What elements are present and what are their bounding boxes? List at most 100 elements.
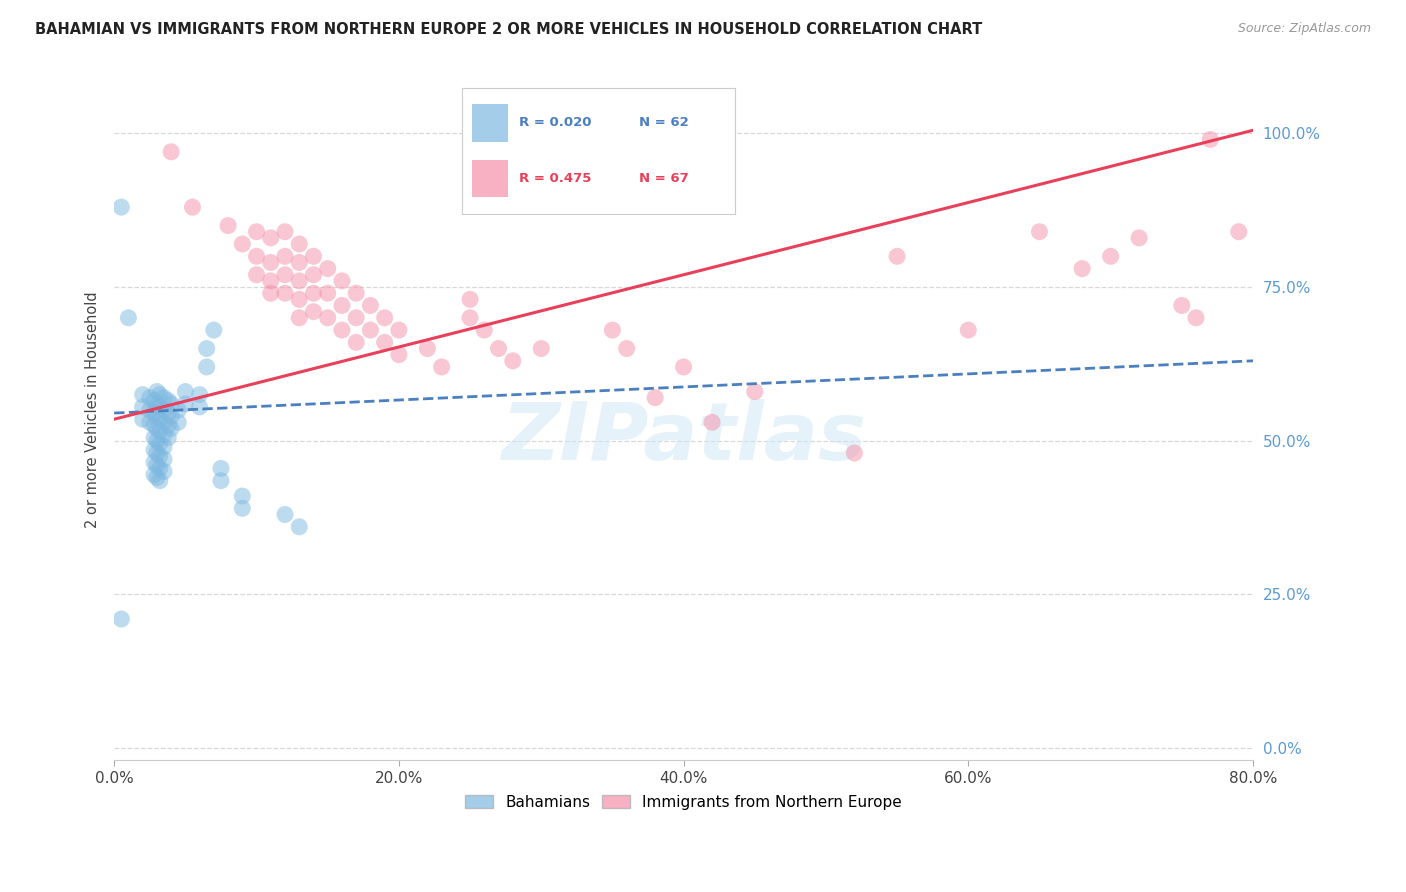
Point [245,249,267,263]
Point [143,406,166,420]
Y-axis label: 2 or more Vehicles in Household: 2 or more Vehicles in Household [86,292,100,528]
Point [274,249,297,263]
Point [274,225,297,239]
Point [288,274,311,288]
Point [302,249,325,263]
Point [153,415,176,429]
Point [316,286,339,301]
Point [143,418,166,433]
Point [388,348,411,362]
Point [1227,225,1250,239]
Point [160,421,183,435]
Point [260,274,283,288]
Point [157,406,180,420]
Text: Source: ZipAtlas.com: Source: ZipAtlas.com [1237,22,1371,36]
Point [174,397,197,411]
Point [344,286,367,301]
Point [146,470,169,484]
Point [149,412,172,426]
Point [886,249,908,263]
Point [110,612,132,626]
Point [153,427,176,442]
Point [288,310,311,325]
Point [209,474,232,488]
Point [359,323,381,337]
Point [143,431,166,445]
Point [167,415,190,429]
Point [530,342,553,356]
Point [160,145,183,159]
Point [153,391,176,405]
Point [231,489,253,503]
Point [153,440,176,454]
Point [288,237,311,252]
Point [139,391,162,405]
Point [844,446,866,460]
Point [149,400,172,414]
Point [139,415,162,429]
Point [302,268,325,282]
Point [260,255,283,269]
Point [195,342,218,356]
Point [245,268,267,282]
Point [157,393,180,408]
Point [359,298,381,312]
Point [1071,261,1094,276]
Point [143,442,166,457]
Point [131,400,153,414]
Point [149,474,172,488]
Point [274,508,297,522]
Point [344,335,367,350]
Point [245,225,267,239]
Point [131,387,153,401]
Point [188,400,211,414]
Point [1171,298,1194,312]
Point [153,452,176,467]
Point [472,323,495,337]
Point [146,397,169,411]
Point [288,520,311,534]
Point [167,403,190,417]
Point [260,286,283,301]
Point [195,359,218,374]
Point [110,200,132,214]
Point [1028,225,1050,239]
Point [388,323,411,337]
Point [1185,310,1208,325]
Point [672,359,695,374]
Point [160,397,183,411]
Point [146,446,169,460]
Point [149,425,172,439]
Point [700,415,723,429]
Point [416,342,439,356]
Point [217,219,239,233]
Point [344,310,367,325]
Point [149,461,172,475]
Point [502,353,524,368]
Point [174,384,197,399]
Point [374,335,396,350]
Point [153,465,176,479]
Point [316,261,339,276]
Point [330,298,353,312]
Point [488,342,510,356]
Point [146,434,169,448]
Point [149,449,172,463]
Text: BAHAMIAN VS IMMIGRANTS FROM NORTHERN EUROPE 2 OR MORE VEHICLES IN HOUSEHOLD CORR: BAHAMIAN VS IMMIGRANTS FROM NORTHERN EUR… [35,22,983,37]
Point [143,455,166,469]
Point [374,310,396,325]
Point [157,418,180,433]
Point [188,387,211,401]
Point [644,391,666,405]
Point [330,323,353,337]
Point [209,461,232,475]
Point [149,437,172,451]
Point [602,323,624,337]
Point [1099,249,1122,263]
Point [160,409,183,424]
Point [616,342,638,356]
Point [274,286,297,301]
Point [274,268,297,282]
Point [330,274,353,288]
Point [458,310,481,325]
